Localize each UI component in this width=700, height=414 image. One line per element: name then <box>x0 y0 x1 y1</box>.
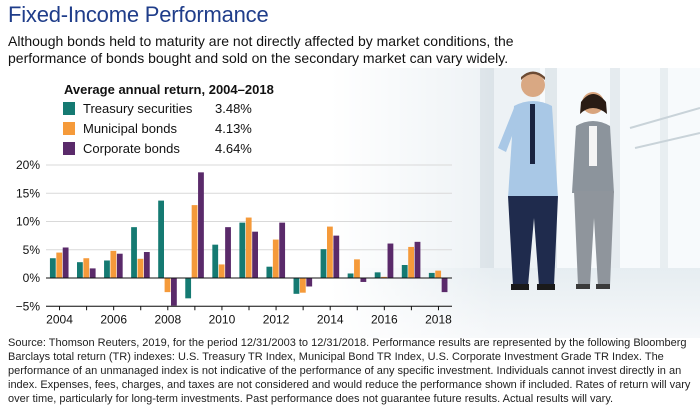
bar-municipal-bonds-2014 <box>327 226 333 278</box>
x-tick-label: 2012 <box>263 312 290 326</box>
bar-treasury-securities-2014 <box>320 249 327 278</box>
bar-municipal-bonds-2006 <box>110 250 117 278</box>
bar-municipal-bonds-2008 <box>164 278 171 293</box>
source-note: Source: Thomson Reuters, 2019, for the p… <box>8 337 691 405</box>
x-tick-label: 2008 <box>154 312 181 326</box>
legend-value: 4.13% <box>215 121 252 136</box>
bar-corporate-bonds-2018 <box>441 278 448 293</box>
bar-treasury-securities-2010 <box>212 244 219 278</box>
chart-bars <box>49 172 448 306</box>
legend-swatch <box>63 102 75 115</box>
legend-label: Treasury securities <box>83 101 193 116</box>
bar-treasury-securities-2016 <box>374 272 381 278</box>
y-tick-label: 10% <box>16 215 40 229</box>
bar-treasury-securities-2011 <box>239 222 246 278</box>
bar-municipal-bonds-2018 <box>435 270 442 278</box>
bar-treasury-securities-2012 <box>266 266 273 278</box>
chart-axes <box>46 277 452 311</box>
bar-corporate-bonds-2016 <box>387 243 394 278</box>
bar-corporate-bonds-2005 <box>89 268 96 278</box>
bar-treasury-securities-2008 <box>158 200 164 278</box>
bar-municipal-bonds-2013 <box>299 278 306 293</box>
bar-municipal-bonds-2007 <box>137 258 144 278</box>
legend-swatch <box>63 142 75 155</box>
page-title: Fixed-Income Performance <box>8 2 269 27</box>
x-tick-label: 2006 <box>100 312 127 326</box>
y-tick-label: 0% <box>23 271 41 285</box>
bar-corporate-bonds-2006 <box>116 253 123 278</box>
bar-municipal-bonds-2017 <box>408 246 414 278</box>
legend-value: 4.64% <box>215 141 252 156</box>
bar-corporate-bonds-2007 <box>143 252 150 278</box>
y-tick-label: 15% <box>16 186 40 200</box>
bar-treasury-securities-2006 <box>104 260 110 278</box>
bar-treasury-securities-2015 <box>347 273 354 278</box>
bar-municipal-bonds-2011 <box>245 217 252 278</box>
bar-treasury-securities-2013 <box>293 278 300 294</box>
bar-treasury-securities-2018 <box>428 272 435 278</box>
y-tick-label: 20% <box>16 158 40 172</box>
x-tick-label: 2014 <box>317 312 344 326</box>
x-tick-label: 2016 <box>371 312 398 326</box>
legend-swatch <box>63 122 75 135</box>
bar-corporate-bonds-2017 <box>414 241 421 278</box>
bar-corporate-bonds-2013 <box>306 278 313 287</box>
office-photo <box>330 68 700 338</box>
bar-corporate-bonds-2015 <box>360 278 367 282</box>
x-tick-label: 2018 <box>425 312 452 326</box>
x-axis-labels: 2004 2006 2008 2010 2012 2014 2016 2018 <box>46 312 452 326</box>
bar-municipal-bonds-2005 <box>83 258 90 278</box>
x-tick-label: 2010 <box>209 312 236 326</box>
legend-value: 3.48% <box>215 101 252 116</box>
bar-treasury-securities-2007 <box>131 227 137 278</box>
bar-municipal-bonds-2009 <box>191 205 198 278</box>
bar-treasury-securities-2009 <box>185 278 192 299</box>
bar-corporate-bonds-2009 <box>198 172 204 278</box>
legend-title: Average annual return, 2004–2018 <box>64 82 274 97</box>
bar-corporate-bonds-2014 <box>333 235 340 278</box>
y-tick-label: 5% <box>23 243 41 257</box>
bar-municipal-bonds-2012 <box>272 239 279 278</box>
legend-label: Corporate bonds <box>83 141 180 156</box>
bar-corporate-bonds-2008 <box>171 278 177 306</box>
bar-corporate-bonds-2004 <box>62 247 69 278</box>
y-tick-label: −5% <box>16 299 41 313</box>
bar-treasury-securities-2004 <box>49 258 56 278</box>
legend-label: Municipal bonds <box>83 121 177 136</box>
x-tick-label: 2004 <box>46 312 73 326</box>
bar-municipal-bonds-2016 <box>381 276 387 278</box>
bar-corporate-bonds-2011 <box>252 231 258 278</box>
bar-municipal-bonds-2010 <box>218 264 225 278</box>
bar-treasury-securities-2005 <box>77 262 83 278</box>
bar-chart: 20% 15% 10% 5% 0% −5% 2004 2006 2008 2010 2012 201… <box>16 158 452 326</box>
bar-municipal-bonds-2004 <box>56 252 63 278</box>
bar-treasury-securities-2017 <box>401 265 408 278</box>
bar-corporate-bonds-2010 <box>225 227 231 278</box>
page-subtitle: Although bonds held to maturity are not … <box>8 33 514 66</box>
bar-corporate-bonds-2012 <box>279 222 286 278</box>
bar-municipal-bonds-2015 <box>354 259 360 278</box>
y-axis-labels: 20% 15% 10% 5% 0% −5% <box>16 158 41 313</box>
